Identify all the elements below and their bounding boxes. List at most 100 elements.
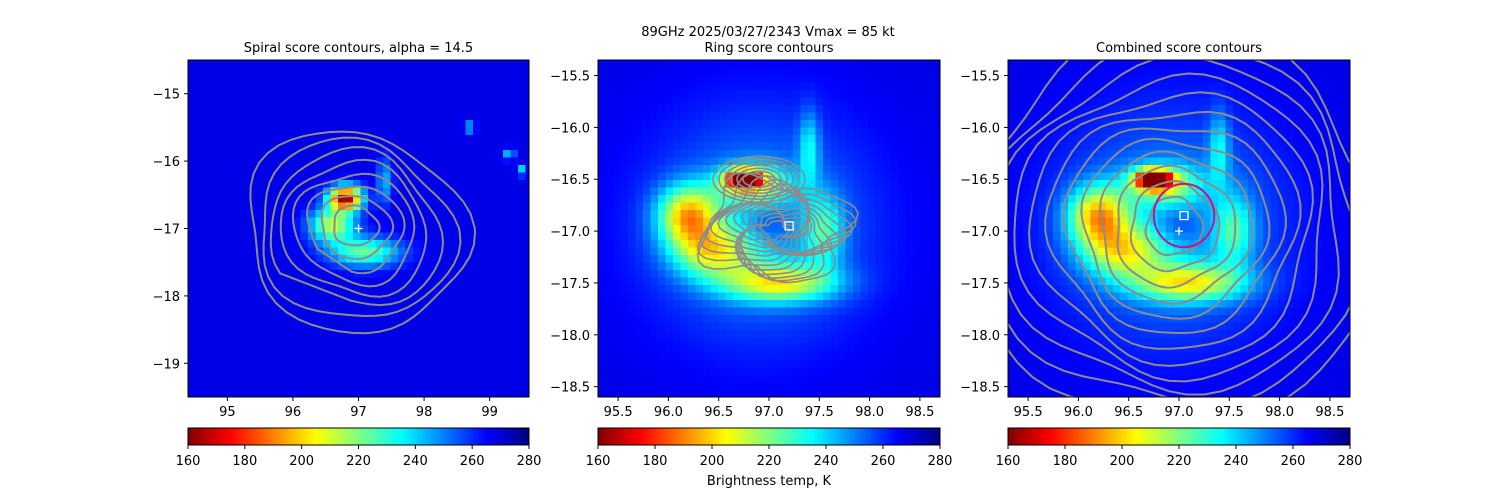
heatmap-cell [1128,90,1136,98]
heatmap-cell [755,75,764,83]
heatmap-cell [703,120,711,128]
heatmap-cell [263,127,271,136]
heatmap-cell [330,285,339,293]
heatmap-cell [270,82,279,91]
heatmap-cell [823,285,831,293]
heatmap-cell [1263,105,1271,113]
heatmap-cell [420,97,429,106]
heatmap-cell [390,60,399,68]
heatmap-cell [650,90,659,98]
heatmap-cell [1263,67,1271,76]
heatmap-cell [860,375,869,383]
heatmap [188,60,529,397]
heatmap-cell [503,60,511,68]
heatmap-cell [823,75,831,83]
heatmap-cell [353,285,361,293]
heatmap-cell [1270,142,1279,151]
heatmap-cell [1008,75,1016,83]
heatmap-cell [218,75,226,83]
heatmap-cell [210,97,219,106]
heatmap-cell [740,390,749,397]
heatmap-cell [688,150,696,158]
heatmap-cell [868,112,876,121]
heatmap-cell [815,262,824,271]
heatmap-cell [338,90,346,98]
heatmap-cell [278,142,286,151]
heatmap-cell [398,300,406,308]
heatmap-cell [300,217,309,226]
heatmap-cell [1233,172,1241,181]
heatmap-cell [300,195,309,203]
contour-line [333,204,381,247]
heatmap-cell [665,240,674,248]
heatmap-cell [755,142,764,151]
heatmap-cell [650,67,659,76]
heatmap-cell [680,217,689,226]
heatmap-cell [890,90,899,98]
heatmap-cell [890,210,899,218]
heatmap-cell [308,270,316,278]
heatmap-cell [883,202,891,211]
heatmap-cell [270,390,279,397]
heatmap-cell [233,97,241,106]
heatmap-cell [255,67,264,76]
heatmap-cell [240,97,249,106]
heatmap-cell [368,60,376,68]
heatmap-cell [830,367,839,376]
heatmap-cell [518,300,526,308]
heatmap-cell [643,285,651,293]
heatmap-cell [680,277,689,286]
heatmap-cell [398,345,406,353]
heatmap-cell [1195,157,1204,166]
heatmap-cell [473,150,481,158]
heatmap-cell [428,375,436,383]
heatmap-cell [695,307,704,316]
heatmap-cell [300,360,309,368]
heatmap-cell [405,105,414,113]
heatmap-cell [755,225,764,233]
heatmap-cell [905,322,914,331]
heatmap-cell [225,285,234,293]
heatmap-cell [195,195,204,203]
heatmap-cell [323,345,331,353]
heatmap-cell [688,240,696,248]
heatmap-cell [920,345,929,353]
heatmap-cell [785,285,794,293]
heatmap-cell [248,60,256,68]
heatmap-cell [620,127,629,136]
heatmap-cell [883,345,891,353]
heatmap-cell [875,75,884,83]
heatmap-cell [1165,172,1174,181]
heatmap-cell [420,172,429,181]
heatmap-cell [398,105,406,113]
heatmap-cell [248,75,256,83]
heatmap-cell [1345,67,1350,76]
heatmap-cell [928,285,936,293]
heatmap-cell [860,285,869,293]
heatmap-cell [808,390,816,397]
heatmap-cell [443,360,451,368]
heatmap-cell [353,292,361,301]
heatmap-cell [1060,90,1069,98]
heatmap-cell [263,315,271,323]
heatmap-cell [793,165,801,173]
heatmap-cell [680,270,689,278]
heatmap-cell [450,232,459,241]
heatmap-cell [650,165,659,173]
heatmap-cell [770,195,779,203]
heatmap-cell [658,82,666,91]
heatmap-cell [270,60,279,68]
heatmap-cell [598,307,606,316]
heatmap-cell [495,217,504,226]
heatmap-cell [808,382,816,391]
heatmap-cell [1285,150,1294,158]
heatmap-cell [695,322,704,331]
heatmap-cell [860,390,869,397]
heatmap-cell [598,262,606,271]
heatmap-cell [703,330,711,338]
heatmap-cell [285,150,294,158]
heatmap-cell [210,120,219,128]
heatmap-cell [778,390,786,397]
heatmap-cell [853,105,861,113]
heatmap-cell [1323,82,1331,91]
